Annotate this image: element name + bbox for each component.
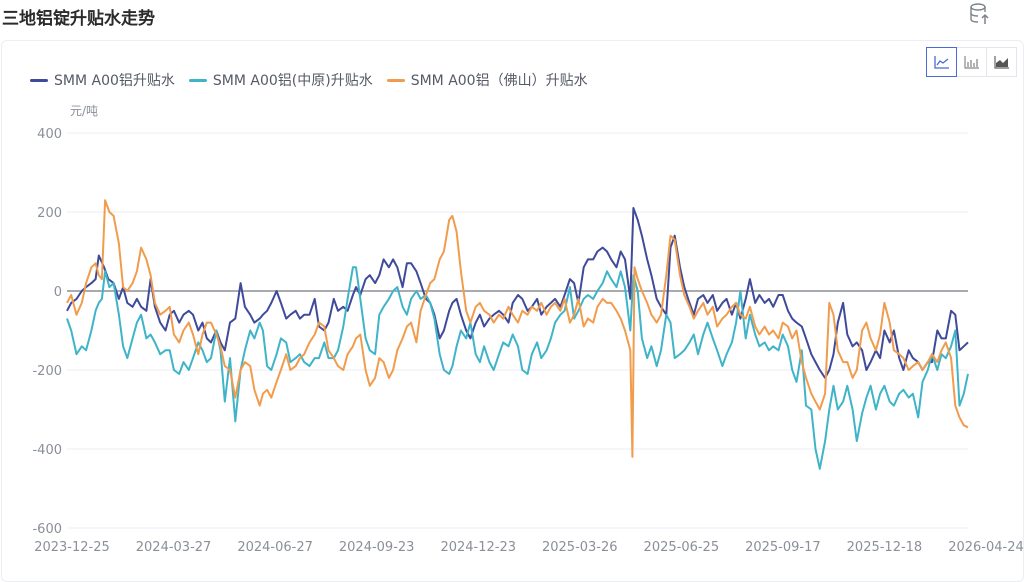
line-chart-icon [934,55,950,69]
y-tick-label: -600 [32,522,62,537]
y-tick-label: -200 [32,364,62,379]
x-tick-label: 2024-09-23 [339,540,415,555]
series-line[interactable] [67,208,968,378]
x-tick-label: 2024-03-27 [136,540,212,555]
x-tick-label: 2025-03-26 [542,540,618,555]
line-chart-button[interactable] [926,47,957,77]
y-tick-label: 200 [37,206,62,221]
y-tick-label: -400 [32,443,62,458]
x-tick-label: 2026-04-24 [948,540,1024,555]
x-tick-label: 2025-09-17 [745,540,821,555]
x-tick-label: 2025-06-25 [644,540,720,555]
series-0 [67,208,968,378]
line-chart: 400 200 0 -200 -400 -600 2023-12-25 2024-03-27 2… [0,0,1024,568]
x-tick-label: 2025-12-18 [847,540,923,555]
x-tick-label: 2024-06-27 [237,540,313,555]
x-tick-label: 2024-12-23 [440,540,516,555]
y-tick-label: 400 [37,127,62,142]
series-line[interactable] [67,200,968,457]
y-tick-label: 0 [54,285,62,300]
series-2 [67,200,968,457]
x-tick-label: 2023-12-25 [34,540,110,555]
